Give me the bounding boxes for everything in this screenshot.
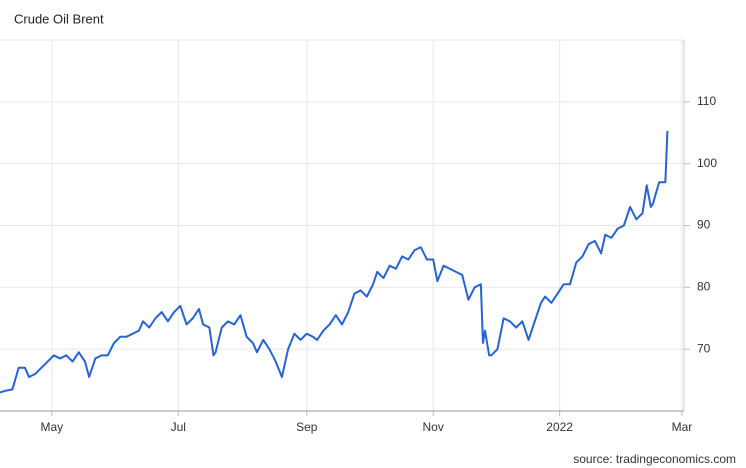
y-tick-label: 70 xyxy=(697,341,711,355)
x-tick-label: Mar xyxy=(672,420,693,434)
y-tick-label: 110 xyxy=(697,94,716,108)
x-tick-label: Sep xyxy=(296,420,318,434)
source-note: source: tradingeconomics.com xyxy=(573,452,736,466)
y-tick-label: 90 xyxy=(697,218,711,232)
x-tick-label: 2022 xyxy=(546,420,573,434)
y-tick-label: 80 xyxy=(697,280,711,294)
chart-title: Crude Oil Brent xyxy=(14,11,104,26)
price-line xyxy=(0,130,669,394)
y-tick-label: 100 xyxy=(697,156,717,170)
x-tick-label: Jul xyxy=(171,420,186,434)
x-tick-label: Nov xyxy=(423,420,444,434)
x-tick-label: May xyxy=(40,420,63,434)
